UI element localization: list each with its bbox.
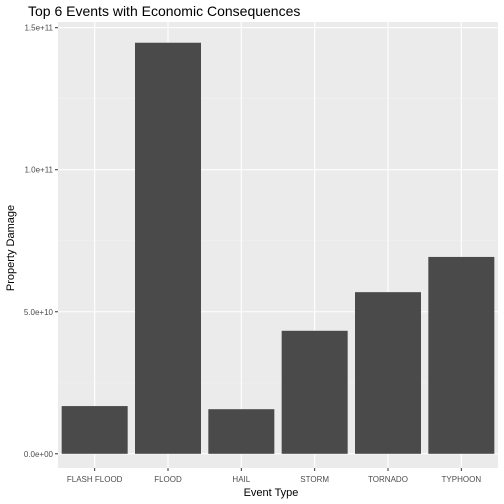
x-axis: FLASH FLOOD FLOOD HAIL STORM TORNADO TYPHOON bbox=[67, 468, 481, 484]
bar bbox=[355, 292, 421, 454]
bar bbox=[208, 409, 275, 454]
y-tick-label: 5.0e+10 bbox=[24, 308, 54, 317]
x-axis-title: Event Type bbox=[244, 487, 299, 499]
bar-layer bbox=[61, 42, 495, 454]
y-axis: 0.0e+00 5.0e+10 1.0e+11 1.5e+11 bbox=[24, 24, 58, 459]
x-tick-label: TORNADO bbox=[368, 475, 408, 484]
x-tick-label: STORM bbox=[300, 475, 329, 484]
bar bbox=[135, 42, 201, 454]
x-tick-label: FLOOD bbox=[154, 475, 182, 484]
y-axis-title: Property Damage bbox=[5, 205, 17, 291]
y-tick-label: 1.0e+11 bbox=[24, 166, 53, 175]
x-tick-label: TYPHOON bbox=[442, 475, 482, 484]
chart-title: Top 6 Events with Economic Consequences bbox=[28, 3, 300, 19]
y-tick-label: 1.5e+11 bbox=[24, 24, 53, 33]
x-tick-label: FLASH FLOOD bbox=[67, 475, 123, 484]
plot-panel bbox=[58, 22, 498, 468]
bar bbox=[281, 330, 348, 454]
bar bbox=[428, 256, 495, 454]
x-tick-label: HAIL bbox=[232, 475, 250, 484]
y-tick-label: 0.0e+00 bbox=[24, 450, 54, 459]
bar bbox=[61, 406, 128, 454]
